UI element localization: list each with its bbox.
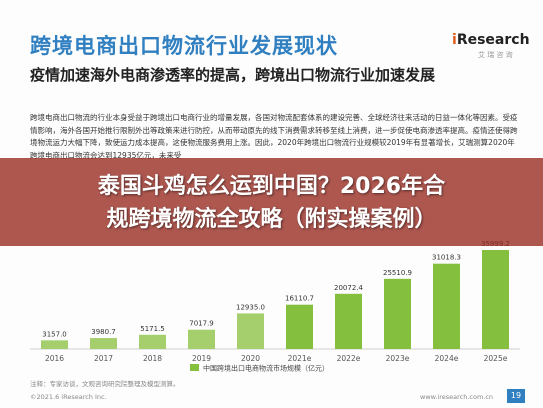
value-label-2019: 7017.9 <box>189 320 214 328</box>
source-note: 注释：专家访谈，文观咨询研究院整理及模型测算。 <box>30 380 180 388</box>
bar-2025e <box>482 250 509 349</box>
x-tick-2025e: 2025e <box>484 354 508 363</box>
value-label-2017: 3980.7 <box>91 328 116 336</box>
x-tick-2021e: 2021e <box>288 354 312 363</box>
article-title-banner[interactable] <box>0 158 543 246</box>
value-label-2018: 5171.5 <box>140 325 165 333</box>
bar-2022e <box>335 293 362 349</box>
x-tick-2017: 2017 <box>94 354 113 363</box>
value-label-2020: 12935.0 <box>236 303 265 311</box>
legend-swatch <box>190 364 199 371</box>
copyright: ©2021.6 iResearch Inc. <box>30 393 107 401</box>
x-tick-2020: 2020 <box>241 354 260 363</box>
x-tick-2019: 2019 <box>192 354 211 363</box>
section-subtitle: 疫情加速海外电商渗透率的提高，跨境出口物流行业加速发展 <box>30 66 436 84</box>
x-tick-2016: 2016 <box>45 354 64 363</box>
bar-2018 <box>139 334 166 349</box>
bar-2024e <box>433 263 460 349</box>
value-label-2021e: 16110.7 <box>285 295 314 303</box>
page-number: 19 <box>507 389 525 403</box>
bar-2019 <box>188 329 215 349</box>
logo-prefix: i <box>452 32 457 48</box>
body-paragraph: 跨境电商出口物流的行业本身受益于跨境出口电商行业的增量发展，各国对物流配套体系的… <box>30 113 518 160</box>
value-label-2024e: 31018.3 <box>432 254 461 262</box>
bar-2020 <box>237 313 264 349</box>
bar-2016 <box>41 340 68 349</box>
x-tick-2024e: 2024e <box>435 354 459 363</box>
article-title[interactable]: 泰国斗鸡怎么运到中国？2026年合 规跨境物流全攻略（附实操案例） <box>0 170 543 236</box>
iresearch-logo: iResearch <box>452 32 530 48</box>
article-title-line-1: 泰国斗鸡怎么运到中国？2026年合 <box>97 174 446 199</box>
page-title: 跨境电商出口物流行业发展现状 <box>30 34 338 58</box>
logo-subtitle: 艾 瑞 咨 询 <box>478 51 513 59</box>
value-label-2023e: 25510.9 <box>383 269 412 277</box>
value-label-2022e: 20072.4 <box>334 284 363 292</box>
website: www.iresearch.com.cn <box>420 393 494 401</box>
legend-label: 中国跨境出口电商物流市场规模（亿元） <box>203 364 329 373</box>
x-tick-2022e: 2022e <box>337 354 361 363</box>
bar-2023e <box>384 278 411 349</box>
bar-2017 <box>90 338 117 349</box>
article-title-line-2: 规跨境物流全攻略（附实操案例） <box>106 207 437 232</box>
bar-2021e <box>286 304 313 349</box>
value-label-2016: 3157.0 <box>42 330 67 338</box>
logo-rest: Research <box>456 32 530 48</box>
x-tick-2018: 2018 <box>143 354 162 363</box>
x-tick-2023e: 2023e <box>386 354 410 363</box>
